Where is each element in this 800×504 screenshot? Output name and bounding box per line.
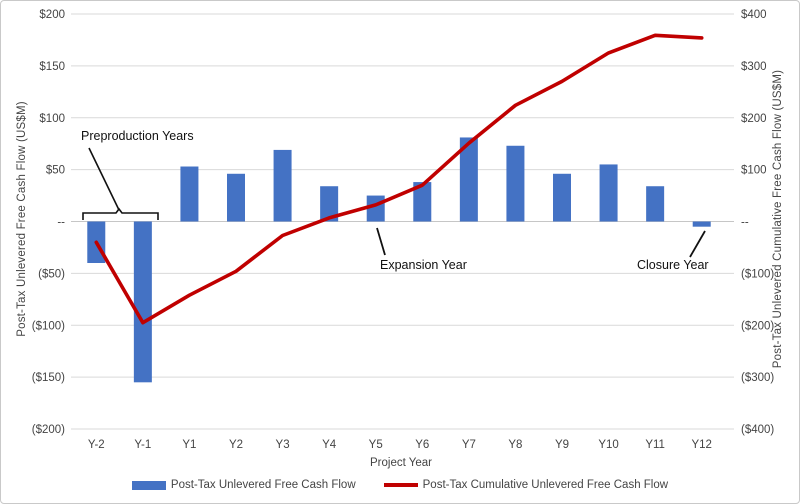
- x-category-label: Y1: [182, 439, 196, 451]
- annotation-closure-year: Closure Year: [637, 258, 709, 272]
- x-category-label: Y11: [645, 439, 665, 451]
- left-axis-tick: ($200): [32, 424, 65, 436]
- x-category-label: Y8: [508, 439, 522, 451]
- left-axis-tick: $100: [39, 113, 65, 125]
- left-axis-tick: $200: [39, 9, 65, 21]
- bar-Y9: [553, 173, 571, 222]
- x-axis-title: Project Year: [369, 457, 433, 469]
- x-category-label: Y-1: [134, 439, 151, 451]
- x-category-label: Y6: [415, 439, 429, 451]
- bar-Y4: [320, 186, 339, 222]
- bar-Y8: [506, 145, 525, 222]
- right-axis-tick: ($400): [741, 424, 774, 436]
- x-category-label: Y9: [555, 439, 569, 451]
- x-category-label: Y2: [229, 439, 243, 451]
- preproduction-leader-line: [88, 147, 120, 211]
- closure-leader-line: [689, 230, 706, 258]
- x-category-label: Y10: [598, 439, 618, 451]
- bar-Y7: [459, 137, 478, 222]
- annotation-expansion-year: Expansion Year: [380, 258, 467, 272]
- chart-legend: Post-Tax Unlevered Free Cash Flow Post-T…: [1, 475, 799, 495]
- right-axis-tick: ($200): [741, 320, 774, 332]
- left-axis-tick: ($100): [32, 320, 65, 332]
- x-category-label: Y5: [369, 439, 383, 451]
- bar-Y6: [413, 182, 432, 222]
- bar-Y3: [273, 149, 292, 222]
- left-axis-tick: ($150): [32, 372, 65, 384]
- left-axis-tick: $50: [46, 165, 65, 177]
- left-axis-title: Post-Tax Unlevered Free Cash Flow (US$M): [16, 101, 28, 337]
- annotation-preproduction-years: Preproduction Years: [81, 129, 194, 143]
- line-series-swatch-icon: [383, 483, 418, 487]
- legend-item-line-series: Post-Tax Cumulative Unlevered Free Cash …: [383, 479, 669, 491]
- left-axis-tick: $150: [39, 61, 65, 73]
- right-axis-tick: $300: [741, 61, 767, 73]
- left-axis-tick: --: [57, 217, 65, 229]
- right-axis-tick: ($300): [741, 372, 774, 384]
- x-category-label: Y3: [276, 439, 290, 451]
- right-axis-title: Post-Tax Unlevered Cumulative Free Cash …: [772, 69, 784, 369]
- bar-Y11: [646, 186, 665, 222]
- bar-Y5: [366, 195, 385, 222]
- cumulative-line: [94, 33, 704, 325]
- bar-series-swatch-icon: [131, 480, 166, 490]
- left-axis-tick: ($50): [38, 268, 65, 280]
- bar-Y-1: [133, 221, 152, 383]
- x-category-label: Y7: [462, 439, 476, 451]
- right-axis-tick: $400: [741, 9, 767, 21]
- right-axis-tick: $100: [741, 165, 767, 177]
- bar-Y1: [180, 166, 199, 222]
- right-axis-tick: --: [741, 217, 749, 229]
- x-category-label: Y-2: [88, 439, 105, 451]
- preproduction-bracket: [82, 207, 159, 220]
- x-category-label: Y4: [322, 439, 337, 451]
- bar-Y12: [692, 221, 711, 227]
- expansion-leader-line: [376, 227, 386, 256]
- bar-Y2: [227, 173, 245, 222]
- legend-label-line-series: Post-Tax Cumulative Unlevered Free Cash …: [422, 479, 669, 491]
- right-axis-tick: $200: [741, 113, 767, 125]
- x-category-label: Y12: [691, 439, 711, 451]
- legend-label-bar-series: Post-Tax Unlevered Free Cash Flow: [170, 479, 356, 491]
- legend-item-bar-series: Post-Tax Unlevered Free Cash Flow: [131, 479, 356, 491]
- bar-Y10: [599, 164, 618, 222]
- right-axis-tick: ($100): [741, 268, 774, 280]
